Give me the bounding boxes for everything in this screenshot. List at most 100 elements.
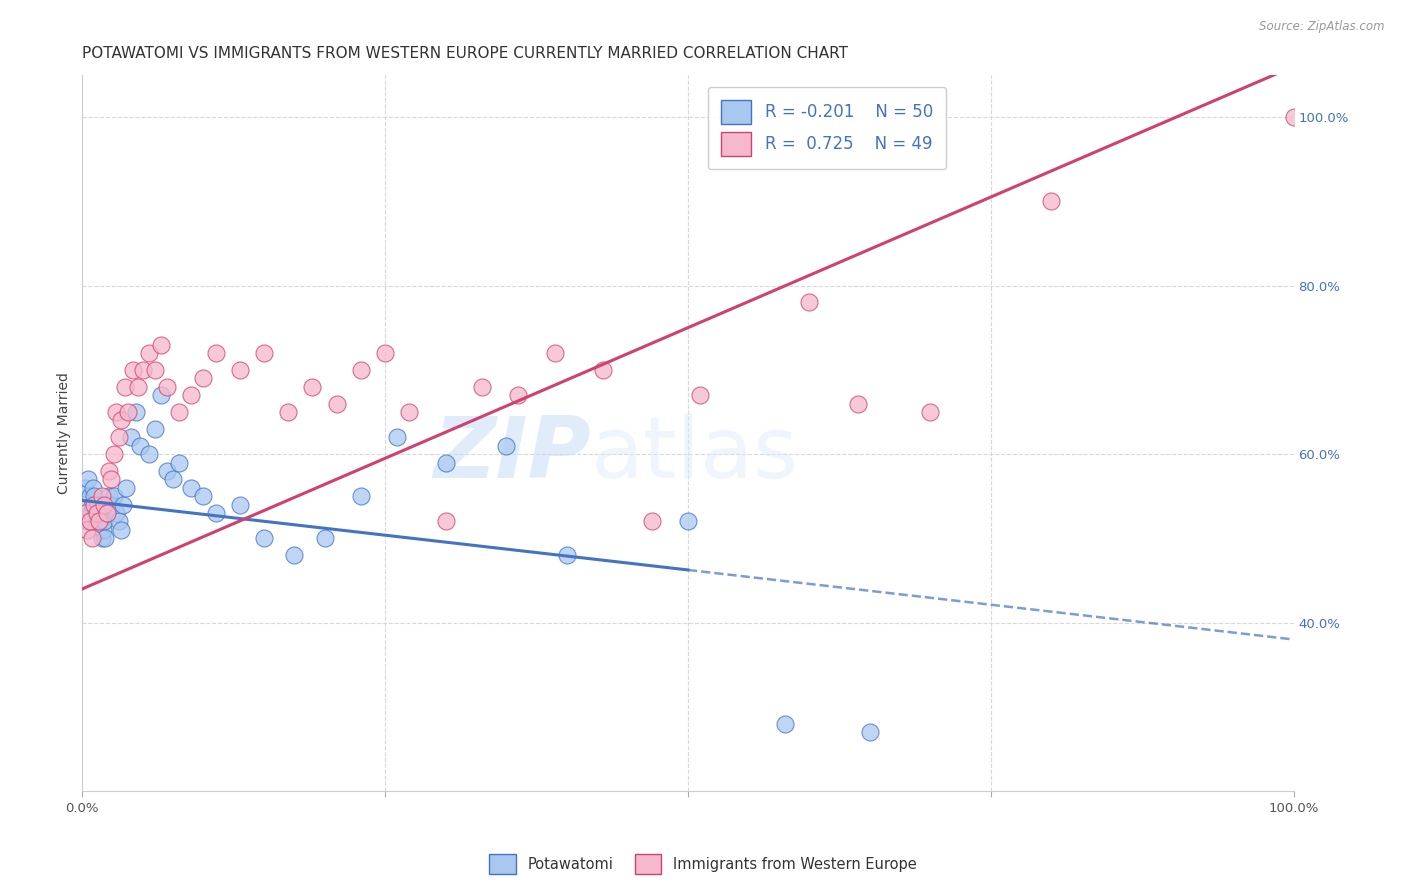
Point — [471, 379, 494, 393]
Point — [73, 506, 96, 520]
Point — [86, 515, 108, 529]
Point — [107, 430, 129, 444]
Point — [76, 515, 98, 529]
Point — [325, 396, 347, 410]
Point — [120, 430, 142, 444]
Point — [167, 405, 190, 419]
Point — [97, 489, 120, 503]
Point — [97, 464, 120, 478]
Point — [508, 388, 530, 402]
Text: POTAWATOMI VS IMMIGRANTS FROM WESTERN EUROPE CURRENTLY MARRIED CORRELATION CHART: POTAWATOMI VS IMMIGRANTS FROM WESTERN EU… — [83, 46, 848, 62]
Point — [77, 472, 100, 486]
Point — [107, 515, 129, 529]
Point — [83, 498, 105, 512]
Point — [846, 396, 869, 410]
Point — [82, 481, 104, 495]
Point — [495, 439, 517, 453]
Point — [180, 481, 202, 495]
Point — [143, 422, 166, 436]
Point — [640, 515, 662, 529]
Point — [89, 506, 111, 520]
Legend: R = -0.201    N = 50, R =  0.725    N = 49: R = -0.201 N = 50, R = 0.725 N = 49 — [707, 87, 946, 169]
Point — [138, 346, 160, 360]
Point — [350, 363, 373, 377]
Point — [93, 498, 115, 512]
Text: atlas: atlas — [591, 413, 799, 496]
Point — [90, 532, 112, 546]
Point — [434, 456, 457, 470]
Point — [87, 498, 110, 512]
Point — [156, 464, 179, 478]
Point — [112, 498, 135, 512]
Point — [84, 506, 107, 520]
Point — [150, 388, 173, 402]
Point — [93, 515, 115, 529]
Point — [797, 295, 820, 310]
Point — [555, 548, 578, 562]
Point — [253, 532, 276, 546]
Point — [89, 515, 111, 529]
Point — [204, 346, 226, 360]
Point — [204, 506, 226, 520]
Point — [253, 346, 276, 360]
Point — [117, 405, 139, 419]
Point — [73, 481, 96, 495]
Point — [374, 346, 396, 360]
Point — [122, 363, 145, 377]
Point — [80, 498, 103, 512]
Point — [314, 532, 336, 546]
Point — [86, 506, 108, 520]
Point — [1040, 194, 1063, 209]
Point — [100, 472, 122, 486]
Point — [162, 472, 184, 486]
Point — [180, 388, 202, 402]
Point — [90, 489, 112, 503]
Point — [129, 439, 152, 453]
Point — [94, 532, 117, 546]
Point — [96, 506, 118, 520]
Point — [398, 405, 420, 419]
Point — [103, 489, 125, 503]
Point — [167, 456, 190, 470]
Point — [80, 532, 103, 546]
Point — [387, 430, 409, 444]
Point — [676, 515, 699, 529]
Point — [105, 506, 128, 520]
Point — [434, 515, 457, 529]
Point — [301, 379, 323, 393]
Point — [138, 447, 160, 461]
Text: Source: ZipAtlas.com: Source: ZipAtlas.com — [1260, 20, 1385, 33]
Point — [859, 725, 882, 739]
Point — [689, 388, 711, 402]
Point — [350, 489, 373, 503]
Point — [89, 515, 111, 529]
Point — [544, 346, 567, 360]
Point — [83, 489, 105, 503]
Point — [80, 506, 103, 520]
Legend: Potawatomi, Immigrants from Western Europe: Potawatomi, Immigrants from Western Euro… — [484, 848, 922, 880]
Point — [105, 405, 128, 419]
Point — [277, 405, 299, 419]
Point — [143, 363, 166, 377]
Point — [96, 506, 118, 520]
Point — [229, 498, 252, 512]
Point — [920, 405, 942, 419]
Point — [127, 379, 149, 393]
Y-axis label: Currently Married: Currently Married — [58, 372, 72, 494]
Point — [79, 489, 101, 503]
Point — [156, 379, 179, 393]
Point — [124, 405, 146, 419]
Point — [79, 515, 101, 529]
Point — [100, 498, 122, 512]
Point — [193, 371, 215, 385]
Point — [283, 548, 305, 562]
Point — [103, 447, 125, 461]
Point — [76, 523, 98, 537]
Text: ZIP: ZIP — [433, 413, 591, 496]
Point — [114, 379, 136, 393]
Point — [1282, 110, 1305, 124]
Point — [110, 523, 132, 537]
Point — [229, 363, 252, 377]
Point — [773, 716, 796, 731]
Point — [193, 489, 215, 503]
